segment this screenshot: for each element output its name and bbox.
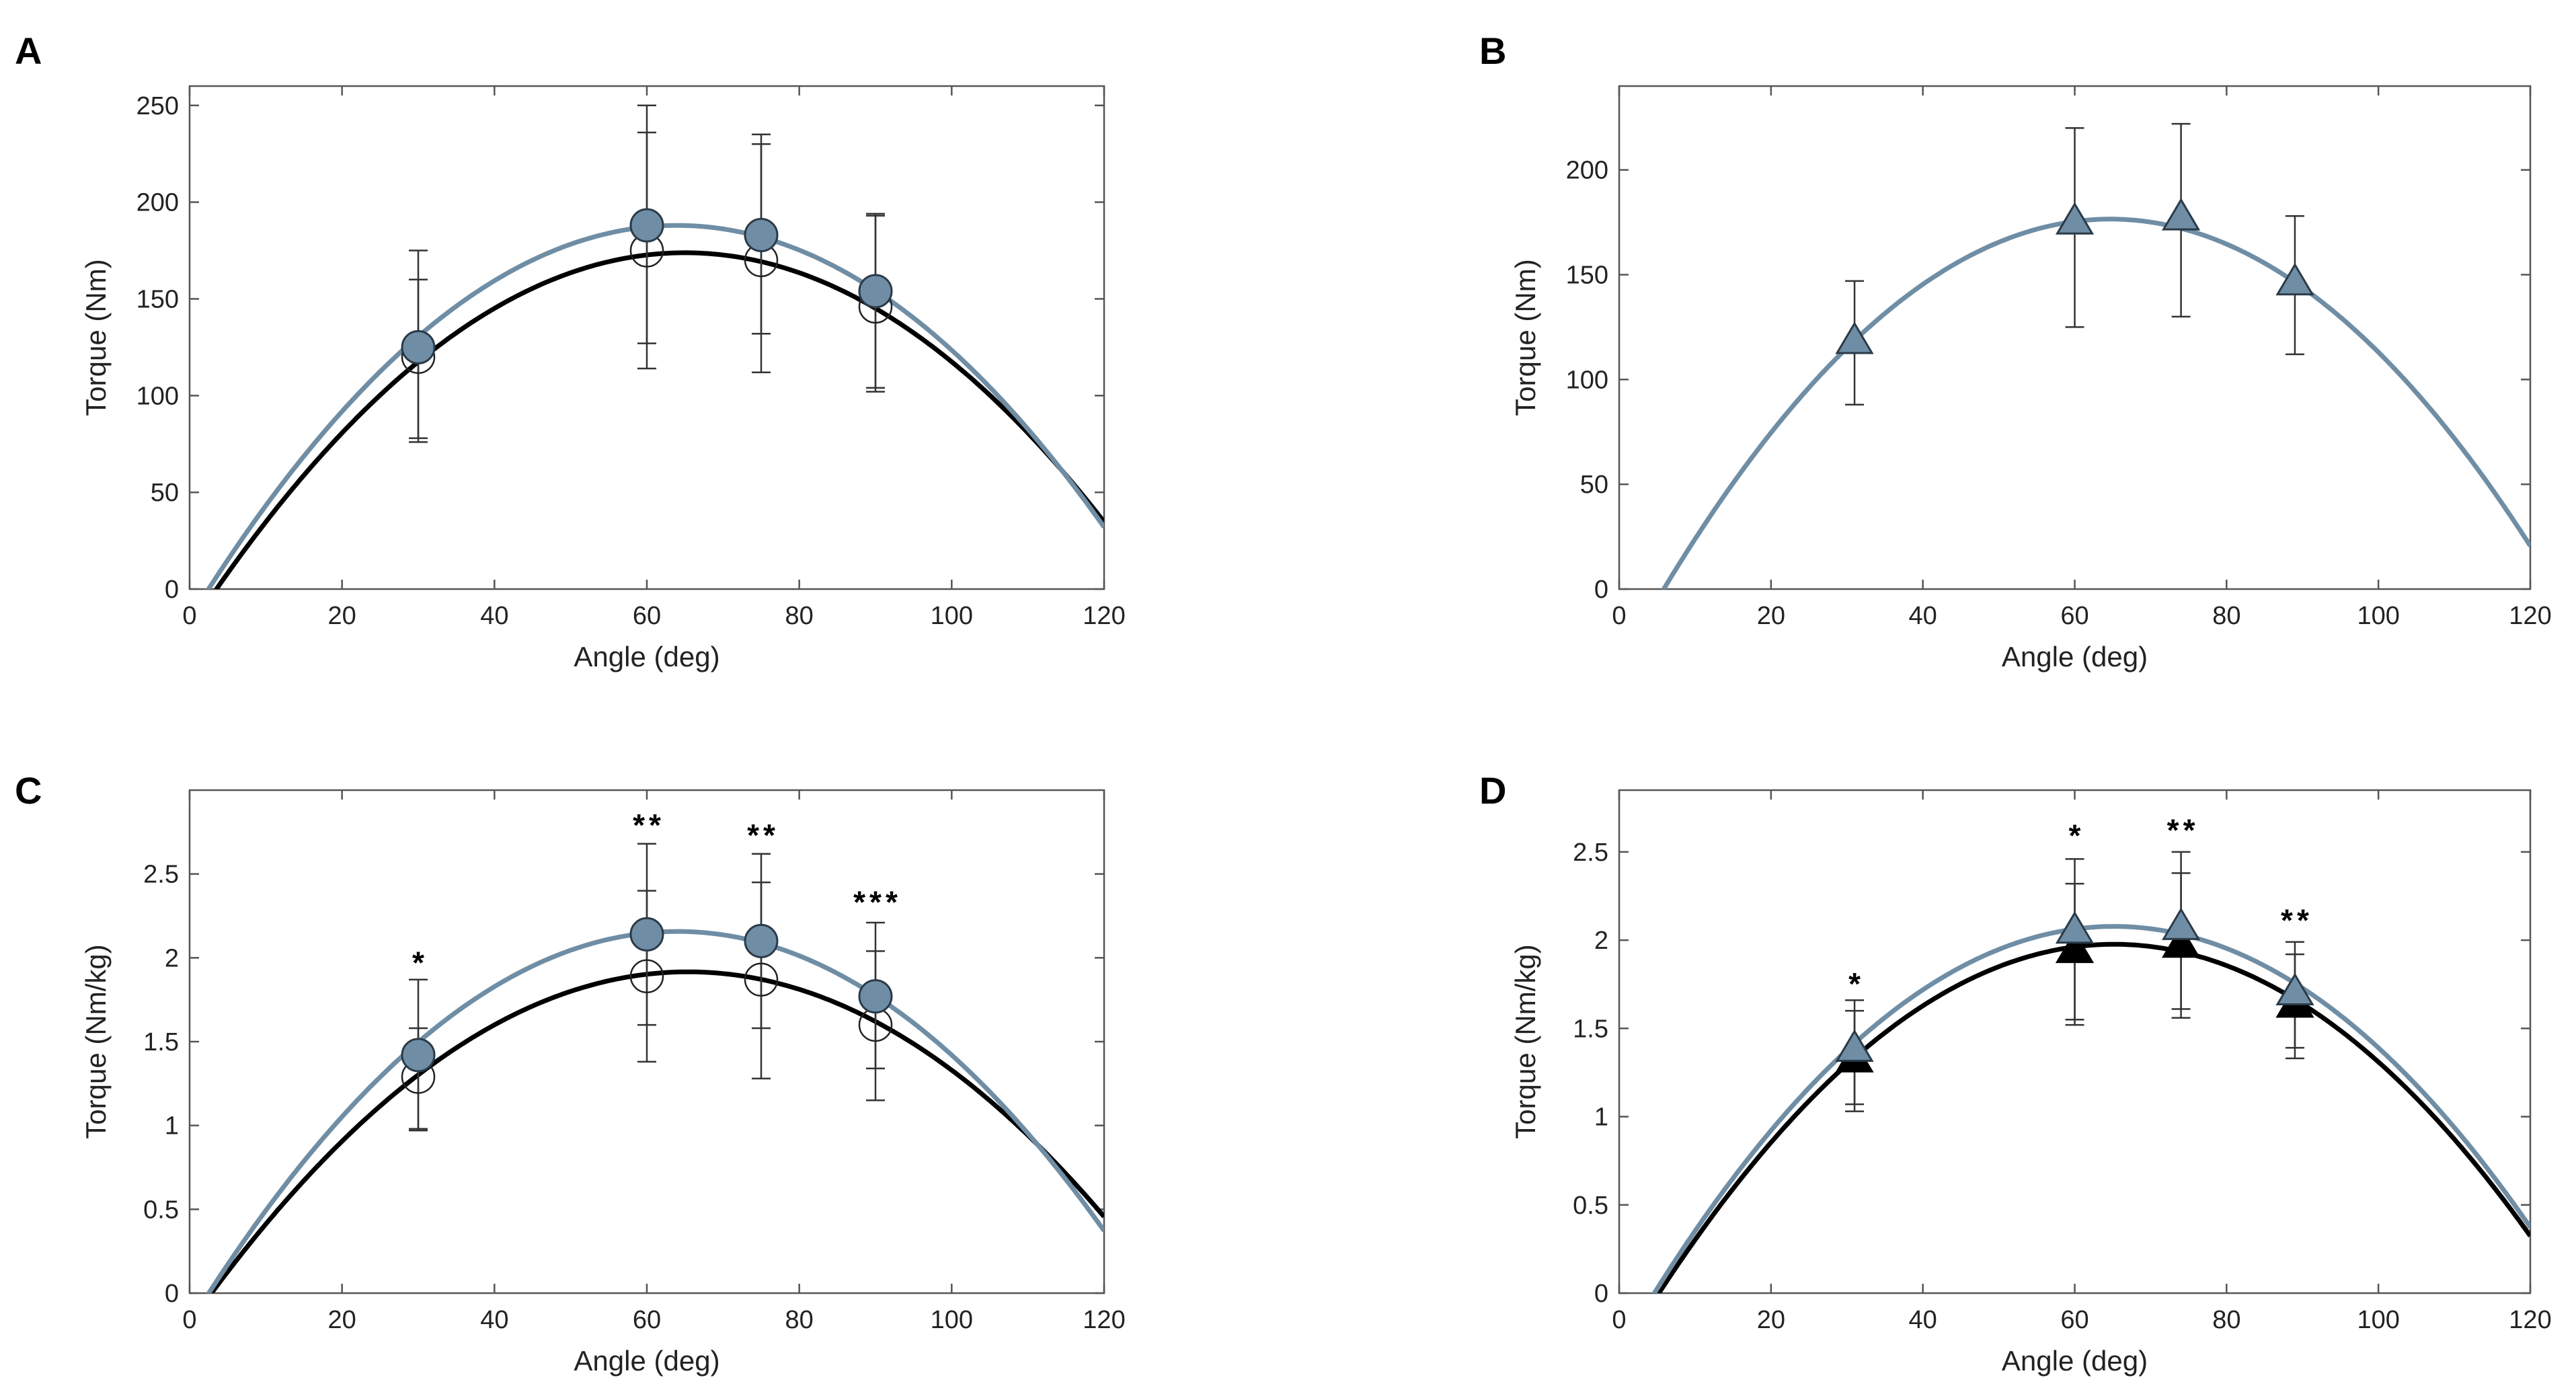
data-point-filled: [401, 330, 436, 364]
data-point-open: [2055, 930, 2095, 964]
x-axis-label: Angle (deg): [2002, 1345, 2148, 1377]
x-tick-label: 60: [2060, 1306, 2089, 1334]
significance-label: *: [412, 945, 428, 980]
x-tick-label: 100: [2357, 602, 2399, 630]
x-tick-label: 120: [2509, 602, 2551, 630]
x-tick-label: 40: [480, 1306, 508, 1334]
significance-label: ***: [853, 885, 902, 920]
y-tick-label: 0: [1594, 576, 1608, 604]
x-tick-label: 120: [2509, 1306, 2551, 1334]
significance-label: **: [2281, 903, 2313, 938]
panel-letter: A: [15, 30, 42, 72]
x-tick-label: 20: [328, 602, 356, 630]
x-tick-label: 120: [1083, 602, 1125, 630]
significance-label: *: [1848, 966, 1865, 1001]
data-point-filled: [858, 274, 893, 309]
significance-label: **: [2167, 813, 2199, 848]
data-point-filled: [2055, 911, 2095, 944]
y-tick-label: 100: [136, 382, 179, 410]
x-tick-label: 100: [931, 1306, 973, 1334]
significance-label: **: [633, 808, 665, 843]
y-axis-label: Torque (Nm): [80, 259, 112, 416]
x-tick-label: 100: [931, 602, 973, 630]
y-tick-label: 0.5: [143, 1196, 179, 1224]
x-tick-label: 0: [182, 602, 196, 630]
panel-letter: B: [1479, 30, 1506, 72]
x-tick-label: 80: [785, 602, 814, 630]
y-tick-label: 150: [136, 285, 179, 313]
significance-label: *: [2069, 818, 2085, 853]
x-tick-label: 40: [1909, 1306, 1937, 1334]
y-tick-label: 0.5: [1573, 1192, 1608, 1220]
data-point-filled: [1835, 1029, 1874, 1062]
y-tick-label: 1: [165, 1112, 179, 1140]
panel-d: D 0 20 40 60 80 100 120 0 0.5 1 1.5 2 2.5 Angle (deg)…: [1479, 769, 2552, 1377]
data-point-filled: [2275, 262, 2314, 296]
x-tick-label: 60: [633, 1306, 661, 1334]
y-tick-label: 50: [151, 479, 179, 507]
data-point-filled: [2161, 907, 2201, 940]
x-tick-label: 20: [1757, 1306, 1785, 1334]
x-tick-label: 40: [480, 602, 508, 630]
x-axis-label: Angle (deg): [574, 1345, 719, 1377]
y-tick-label: 200: [1566, 157, 1608, 185]
x-tick-label: 0: [182, 1306, 196, 1334]
y-tick-label: 2.5: [1573, 839, 1608, 867]
x-tick-label: 40: [1909, 602, 1937, 630]
y-tick-label: 1.5: [143, 1028, 179, 1056]
panel-c: C 0 20 40 60 80 100 120 0 0.5 1 1.5 2 2.5 Angle (deg)…: [15, 769, 1126, 1377]
y-tick-label: 150: [1566, 262, 1608, 290]
x-tick-label: 80: [2212, 1306, 2240, 1334]
y-tick-label: 1: [1594, 1104, 1608, 1132]
y-tick-label: 200: [136, 189, 179, 217]
x-tick-label: 20: [328, 1306, 356, 1334]
panel-letter: C: [15, 769, 42, 812]
data-point-filled: [629, 917, 664, 952]
data-point-filled: [2161, 198, 2201, 231]
significance-label: **: [747, 818, 779, 853]
data-point-filled: [744, 923, 779, 958]
y-tick-label: 0: [165, 576, 179, 604]
y-tick-label: 250: [136, 92, 179, 120]
x-tick-label: 20: [1757, 602, 1785, 630]
y-tick-label: 1.5: [1573, 1015, 1608, 1043]
x-tick-label: 60: [633, 602, 661, 630]
x-tick-label: 60: [2060, 602, 2089, 630]
y-tick-label: 0: [1594, 1280, 1608, 1308]
x-tick-label: 100: [2357, 1306, 2399, 1334]
y-tick-label: 2.5: [143, 861, 179, 889]
panel-letter: D: [1479, 769, 1506, 812]
y-tick-label: 2: [165, 944, 179, 972]
data-point-filled: [858, 979, 893, 1014]
x-tick-label: 80: [2212, 602, 2240, 630]
data-point-filled: [744, 218, 779, 253]
panel-a: A 0 20 40 60 80 100 120 0 50 100 150 200 250 Angle (d…: [15, 30, 1126, 672]
x-tick-label: 0: [1612, 602, 1626, 630]
data-point-filled: [2275, 972, 2314, 1005]
data-point-filled: [2055, 202, 2095, 235]
panel-b: B 0 20 40 60 80 100 120 0 50 100 150 200 Angle (deg)…: [1479, 30, 2552, 672]
x-tick-label: 0: [1612, 1306, 1626, 1334]
data-point-open: [744, 962, 779, 997]
data-point-open: [629, 959, 664, 994]
y-axis-label: Torque (Nm/kg): [80, 944, 112, 1138]
y-axis-label: Torque (Nm): [1510, 259, 1541, 416]
y-tick-label: 2: [1594, 927, 1608, 955]
x-axis-label: Angle (deg): [2002, 641, 2148, 672]
data-point-filled: [629, 208, 664, 243]
x-tick-label: 120: [1083, 1306, 1125, 1334]
data-point-open: [2161, 925, 2201, 958]
y-tick-label: 0: [165, 1280, 179, 1308]
x-axis-label: Angle (deg): [574, 641, 719, 672]
y-tick-label: 50: [1580, 471, 1608, 499]
data-point-filled: [401, 1038, 436, 1073]
data-point-filled: [1835, 321, 1874, 354]
x-tick-label: 80: [785, 1306, 814, 1334]
y-axis-label: Torque (Nm/kg): [1510, 944, 1541, 1138]
y-tick-label: 100: [1566, 366, 1608, 394]
